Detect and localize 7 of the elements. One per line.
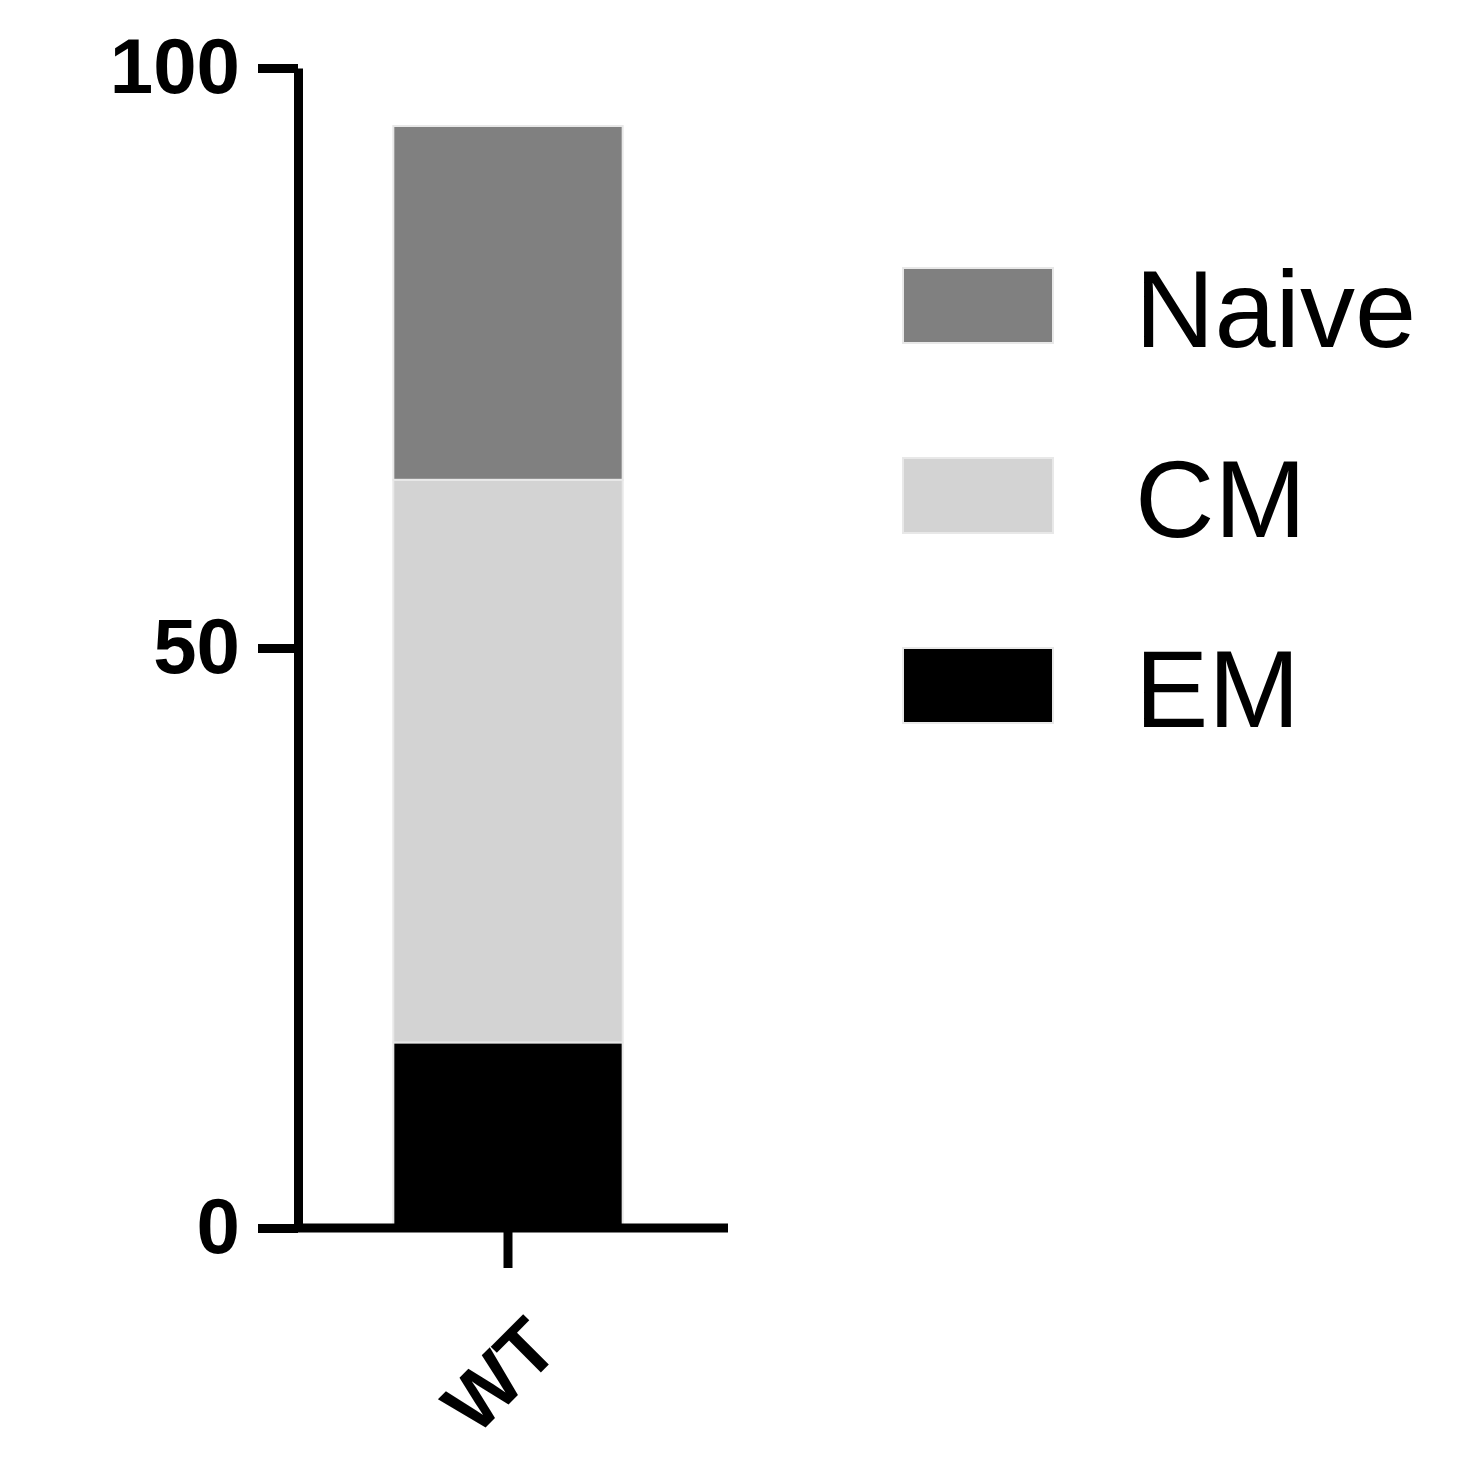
legend-label: CM [1135,436,1307,560]
y-tick-label: 0 [196,1182,240,1271]
legend-label: Naive [1135,246,1417,370]
y-tick-label: 50 [153,602,240,691]
x-tick-label: WT [425,1301,574,1450]
y-tick-label: 100 [109,22,240,111]
legend-label: EM [1135,626,1300,750]
